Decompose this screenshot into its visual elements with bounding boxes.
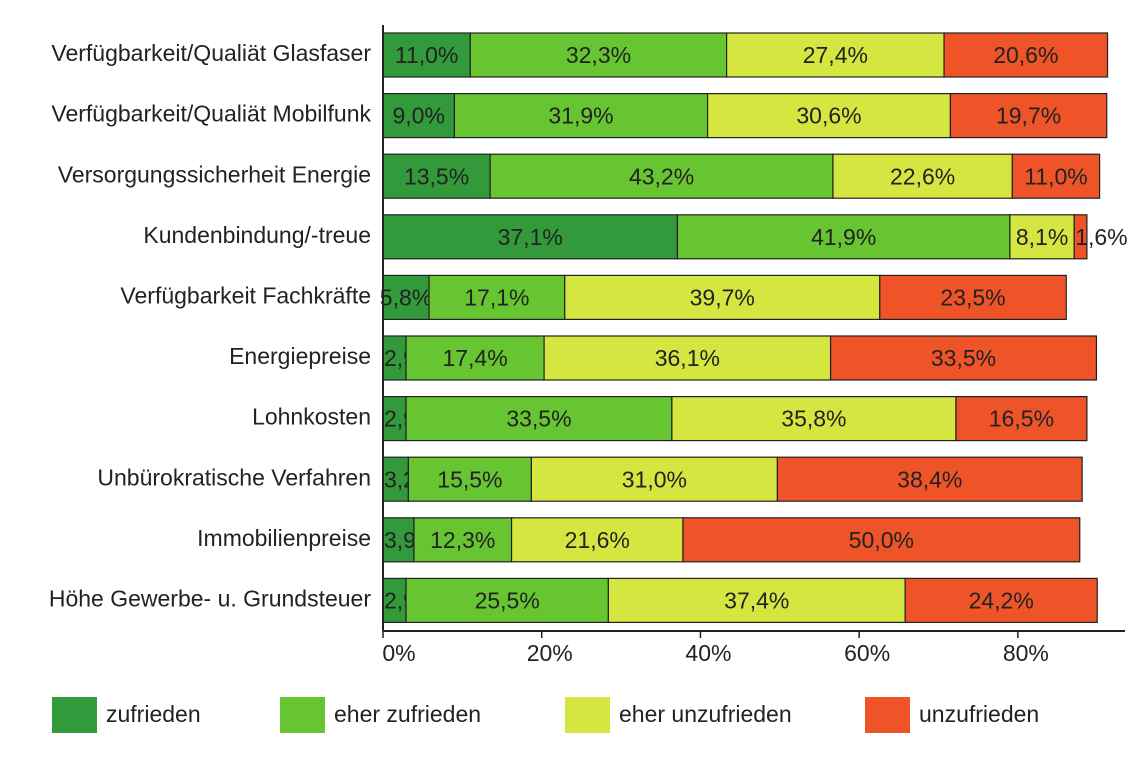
value-label: 31,9% <box>548 103 613 129</box>
value-label: 31,0% <box>622 466 687 492</box>
bar-segment <box>382 214 679 260</box>
value-label: 30,6% <box>796 103 861 129</box>
bar-segment <box>405 577 609 624</box>
bar-segment <box>949 92 1108 139</box>
category-label: Versorgungssicherheit Energie <box>58 161 371 187</box>
value-label: 25,5% <box>475 587 540 613</box>
bar-segment <box>382 32 471 78</box>
bar-segment <box>879 274 1067 320</box>
bar-segment <box>510 517 684 563</box>
value-label: 37,1% <box>498 224 563 250</box>
bar-segment <box>469 32 728 78</box>
bar-segment <box>453 92 709 139</box>
category-label: Lohnkosten <box>252 404 371 430</box>
x-tick-label: 40% <box>685 640 731 666</box>
category-label: Immobilienpreise <box>197 525 371 551</box>
x-tick-label: 80% <box>1003 640 1049 666</box>
legend-swatch <box>280 697 325 733</box>
x-tick-label: 60% <box>844 640 890 666</box>
value-label: 41,9% <box>811 224 876 250</box>
value-label: 36,1% <box>655 345 720 371</box>
value-label: 17,1% <box>464 284 529 310</box>
bar-segment <box>829 335 1098 381</box>
x-tick-label: 20% <box>527 640 573 666</box>
value-label: 16,5% <box>989 406 1054 432</box>
bar-segment <box>428 274 566 320</box>
bar-segment <box>407 456 533 502</box>
bar-segment <box>682 517 1081 563</box>
bar-segment <box>564 274 881 320</box>
value-label: 33,5% <box>931 345 996 371</box>
value-label: 43,2% <box>629 163 694 189</box>
bar-segment <box>955 396 1088 442</box>
category-label: Höhe Gewerbe- u. Grundsteuer <box>49 585 372 611</box>
value-label: 11,0% <box>395 42 459 68</box>
legend-swatch <box>865 697 910 733</box>
value-label: 33,5% <box>506 406 571 432</box>
value-label: 23,5% <box>940 284 1005 310</box>
value-label: 13,5% <box>404 163 469 189</box>
value-label: 9,0% <box>392 103 444 129</box>
value-label: 22,6% <box>890 163 955 189</box>
bar-segment <box>1073 214 1088 260</box>
category-label: Verfügbarkeit/Qualiät Mobilfunk <box>51 101 371 127</box>
bar-segment <box>706 92 952 139</box>
value-label: 24,2% <box>969 587 1034 613</box>
value-label: 32,3% <box>566 42 631 68</box>
bar-segment <box>671 396 957 442</box>
x-tick-label: 0% <box>382 640 415 666</box>
category-label: Unbürokratische Verfahren <box>97 464 371 490</box>
value-label: 39,7% <box>690 284 755 310</box>
bar-segment <box>726 32 945 78</box>
bar-segment <box>382 92 456 139</box>
value-label: 27,4% <box>803 42 868 68</box>
bar-segment <box>943 32 1109 78</box>
value-label: 11,0% <box>1024 163 1088 189</box>
bar-segment <box>489 153 834 199</box>
category-label: Verfügbarkeit Fachkräfte <box>120 282 371 308</box>
legend-swatch <box>52 697 97 733</box>
legend-label: eher zufrieden <box>334 701 481 727</box>
value-label: 8,1% <box>1016 224 1068 250</box>
bar-segment <box>904 577 1098 624</box>
value-label: 38,4% <box>897 466 962 492</box>
value-label: 17,4% <box>442 345 507 371</box>
value-label: 21,6% <box>565 527 630 553</box>
bar-segment <box>543 335 832 381</box>
value-label: 1,6% <box>1075 224 1127 250</box>
bar-segment <box>405 396 673 442</box>
category-label: Verfügbarkeit/Qualiät Glasfaser <box>51 40 371 66</box>
legend-label: unzufrieden <box>919 701 1039 727</box>
category-label: Kundenbindung/-treue <box>143 222 371 248</box>
value-label: 50,0% <box>849 527 914 553</box>
value-label: 19,7% <box>996 103 1061 129</box>
value-label: 20,6% <box>993 42 1058 68</box>
legend-swatch <box>565 697 610 733</box>
category-label: Energiepreise <box>229 343 371 369</box>
legend-label: zufrieden <box>106 701 201 727</box>
value-label: 12,3% <box>430 527 495 553</box>
bar-segment <box>1011 153 1101 199</box>
value-label: 5,8% <box>380 284 432 310</box>
value-label: 37,4% <box>724 587 789 613</box>
legend-label: eher unzufrieden <box>619 701 792 727</box>
bar-segment <box>413 517 513 563</box>
bar-segment <box>676 214 1011 260</box>
value-label: 35,8% <box>781 406 846 432</box>
value-label: 15,5% <box>437 466 502 492</box>
bar-segment <box>776 456 1083 502</box>
